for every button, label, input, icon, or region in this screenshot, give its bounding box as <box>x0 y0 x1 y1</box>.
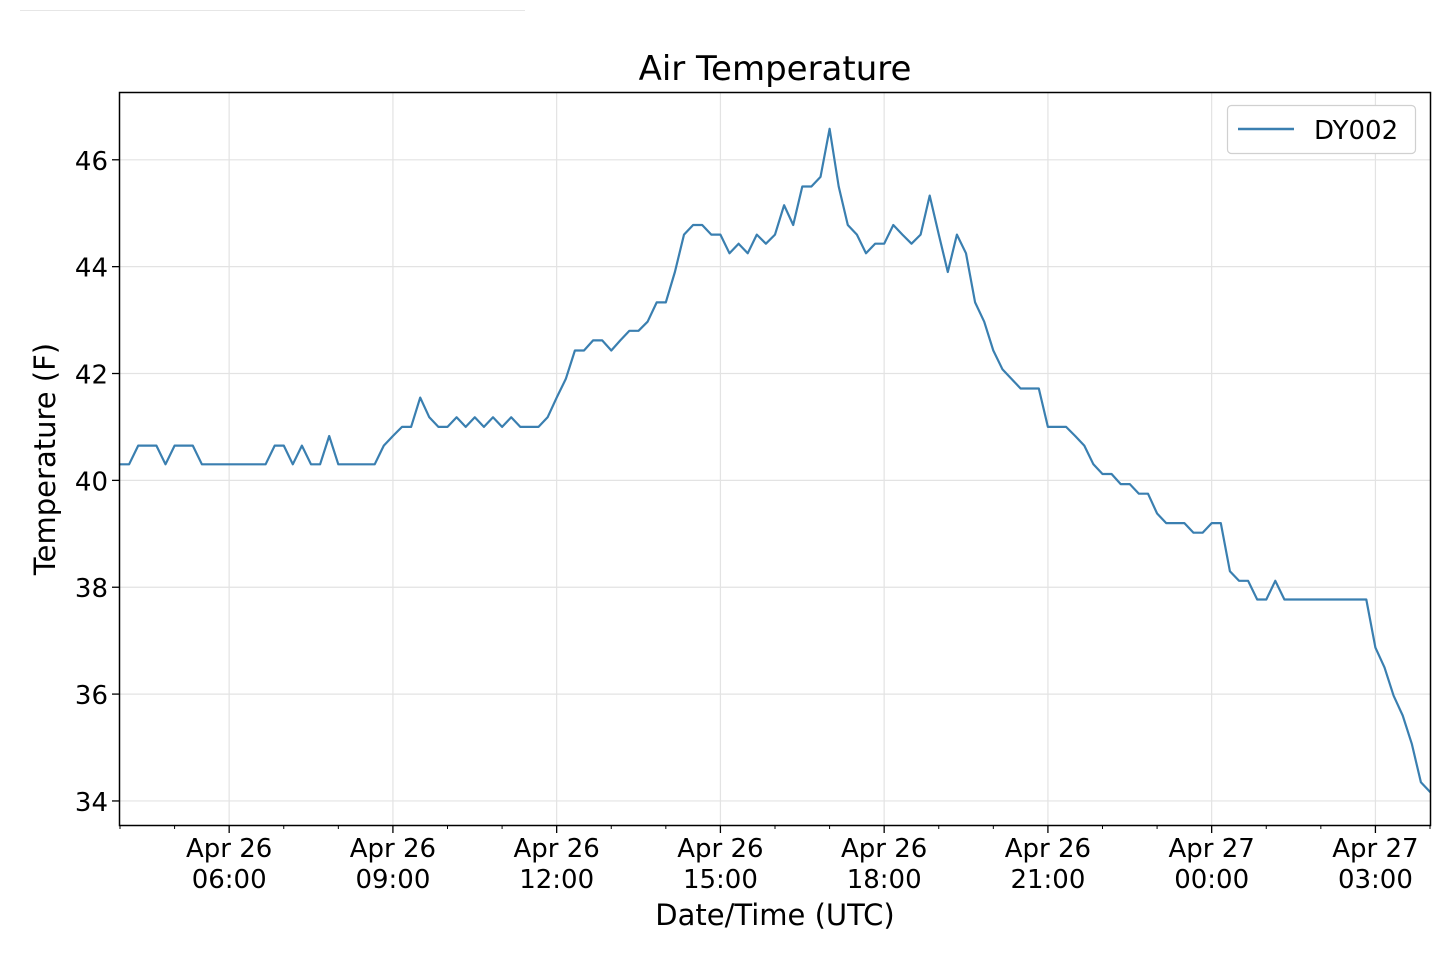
x-axis-label: Date/Time (UTC) <box>655 898 894 932</box>
y-tick-label: 42 <box>75 361 108 391</box>
y-tick-label: 36 <box>75 681 108 711</box>
x-tick-label-time: 03:00 <box>1338 865 1413 895</box>
series-line-dy002 <box>118 127 1432 793</box>
x-tick-label-time: 21:00 <box>1010 865 1085 895</box>
y-tick-label: 34 <box>75 788 108 818</box>
x-tick-label-date: Apr 26 <box>186 834 272 864</box>
y-tick-label: 44 <box>75 254 108 284</box>
legend-box <box>1226 104 1417 155</box>
x-tick-label-date: Apr 26 <box>677 834 763 864</box>
y-tick-label: 46 <box>75 147 108 177</box>
series-layer <box>118 127 1432 793</box>
y-tick-label: 40 <box>75 467 108 497</box>
x-tick-label-date: Apr 26 <box>350 834 436 864</box>
plot-area-frame <box>118 91 1432 827</box>
x-tick-label-time: 18:00 <box>847 865 922 895</box>
x-tick-label-date: Apr 26 <box>841 834 927 864</box>
y-axis-label: Temperature (F) <box>28 343 62 576</box>
x-tick-label-time: 00:00 <box>1174 865 1249 895</box>
grid-lines <box>120 93 1430 825</box>
top-divider <box>20 10 525 11</box>
x-tick-label-time: 09:00 <box>355 865 430 895</box>
x-tick-label-time: 12:00 <box>519 865 594 895</box>
x-tick-label-date: Apr 27 <box>1332 834 1418 864</box>
x-tick-label-date: Apr 26 <box>1005 834 1091 864</box>
x-tick-label-time: 06:00 <box>192 865 267 895</box>
legend-label: DY002 <box>1314 116 1398 146</box>
y-tick-label: 38 <box>75 574 108 604</box>
chart-title: Air Temperature <box>639 49 912 89</box>
legend: DY002 <box>1226 104 1417 155</box>
x-tick-label-date: Apr 26 <box>514 834 600 864</box>
x-tick-label-date: Apr 27 <box>1169 834 1255 864</box>
x-tick-label-time: 15:00 <box>683 865 758 895</box>
